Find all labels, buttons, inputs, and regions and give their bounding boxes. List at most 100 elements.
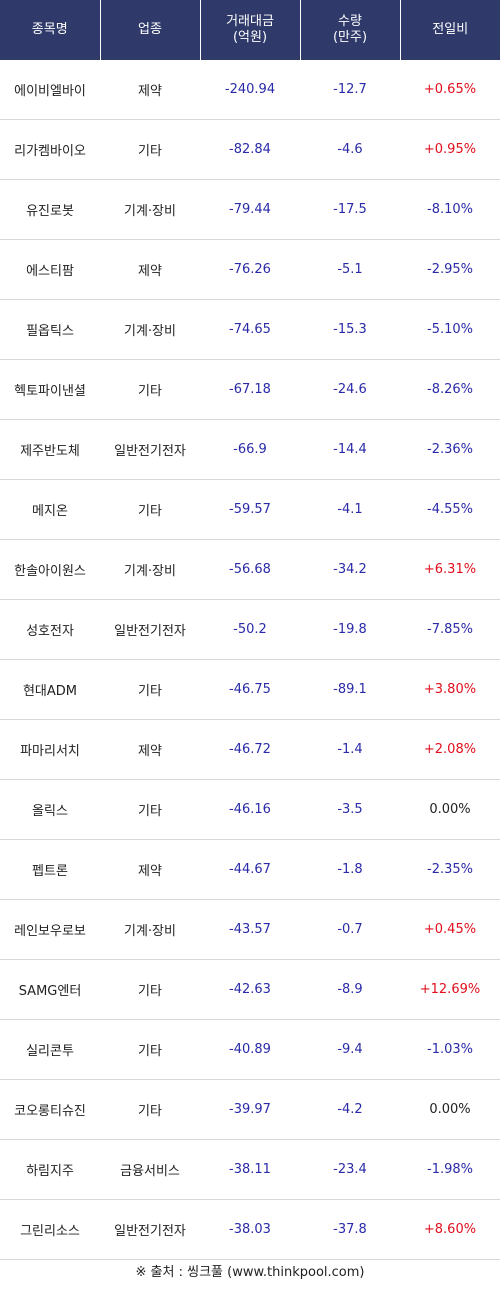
cell-amount: -56.68	[200, 539, 300, 600]
table-row: SAMG엔터 기타 -42.63 -8.9 +12.69%	[0, 959, 500, 1020]
cell-sector: 기타	[100, 959, 200, 1020]
cell-name: 하림지주	[0, 1139, 100, 1200]
cell-change: +2.08%	[400, 719, 500, 780]
cell-change: +0.65%	[400, 60, 500, 120]
cell-qty: -4.2	[300, 1079, 400, 1140]
cell-amount: -42.63	[200, 959, 300, 1020]
table-row: 하림지주 금융서비스 -38.11 -23.4 -1.98%	[0, 1139, 500, 1200]
cell-sector: 일반전기전자	[100, 599, 200, 660]
cell-qty: -19.8	[300, 599, 400, 660]
cell-sector: 일반전기전자	[100, 1199, 200, 1260]
cell-change: -5.10%	[400, 299, 500, 360]
cell-name: 올릭스	[0, 779, 100, 840]
cell-change: -4.55%	[400, 479, 500, 540]
cell-sector: 기타	[100, 779, 200, 840]
cell-amount: -44.67	[200, 839, 300, 900]
cell-change: -2.35%	[400, 839, 500, 900]
cell-amount: -240.94	[200, 60, 300, 120]
cell-amount: -38.11	[200, 1139, 300, 1200]
cell-name: 펩트론	[0, 839, 100, 900]
table-row: 그린리소스 일반전기전자 -38.03 -37.8 +8.60%	[0, 1199, 500, 1260]
cell-amount: -59.57	[200, 479, 300, 540]
cell-name: 메지온	[0, 479, 100, 540]
cell-change: +0.95%	[400, 119, 500, 180]
cell-amount: -66.9	[200, 419, 300, 480]
cell-name: 에스티팜	[0, 239, 100, 300]
header-sector: 업종	[100, 0, 201, 60]
cell-qty: -17.5	[300, 179, 400, 240]
cell-sector: 기계·장비	[100, 899, 200, 960]
cell-change: +0.45%	[400, 899, 500, 960]
cell-amount: -43.57	[200, 899, 300, 960]
cell-sector: 기계·장비	[100, 539, 200, 600]
header-qty: 수량 (만주)	[300, 0, 401, 60]
cell-qty: -89.1	[300, 659, 400, 720]
cell-qty: -8.9	[300, 959, 400, 1020]
cell-name: 파마리서치	[0, 719, 100, 780]
cell-qty: -1.8	[300, 839, 400, 900]
cell-name: SAMG엔터	[0, 959, 100, 1020]
stock-table: 종목명 업종 거래대금 (억원) 수량 (만주) 전일비 에이비엘바이 제약 -24…	[0, 0, 500, 1260]
cell-amount: -74.65	[200, 299, 300, 360]
cell-qty: -4.1	[300, 479, 400, 540]
cell-amount: -79.44	[200, 179, 300, 240]
cell-sector: 기계·장비	[100, 299, 200, 360]
cell-sector: 기타	[100, 359, 200, 420]
table-row: 올릭스 기타 -46.16 -3.5 0.00%	[0, 779, 500, 840]
cell-sector: 기타	[100, 479, 200, 540]
cell-name: 리가켐바이오	[0, 119, 100, 180]
cell-name: 성호전자	[0, 599, 100, 660]
cell-qty: -4.6	[300, 119, 400, 180]
cell-qty: -3.5	[300, 779, 400, 840]
table-row: 펩트론 제약 -44.67 -1.8 -2.35%	[0, 839, 500, 900]
cell-change: 0.00%	[400, 1079, 500, 1140]
cell-name: 코오롱티슈진	[0, 1079, 100, 1140]
table-row: 메지온 기타 -59.57 -4.1 -4.55%	[0, 479, 500, 540]
cell-qty: -15.3	[300, 299, 400, 360]
cell-name: 유진로봇	[0, 179, 100, 240]
table-body: 에이비엘바이 제약 -240.94 -12.7 +0.65% 리가켐바이오 기타 -82.84…	[0, 60, 500, 1260]
header-name: 종목명	[0, 0, 101, 60]
source-note: ※ 출처 : 씽크풀 (www.thinkpool.com)	[135, 1265, 365, 1280]
cell-qty: -37.8	[300, 1199, 400, 1260]
header-change: 전일비	[400, 0, 500, 60]
cell-name: 현대ADM	[0, 659, 100, 720]
cell-name: 그린리소스	[0, 1199, 100, 1260]
cell-name: 에이비엘바이	[0, 60, 100, 120]
cell-sector: 제약	[100, 719, 200, 780]
cell-amount: -67.18	[200, 359, 300, 420]
cell-change: +12.69%	[400, 959, 500, 1020]
cell-sector: 제약	[100, 239, 200, 300]
cell-name: 레인보우로보	[0, 899, 100, 960]
table-row: 코오롱티슈진 기타 -39.97 -4.2 0.00%	[0, 1079, 500, 1140]
cell-name: 한솔아이원스	[0, 539, 100, 600]
cell-qty: -12.7	[300, 60, 400, 120]
table-row: 한솔아이원스 기계·장비 -56.68 -34.2 +6.31%	[0, 539, 500, 600]
cell-name: 실리콘투	[0, 1019, 100, 1080]
cell-amount: -46.72	[200, 719, 300, 780]
cell-amount: -50.2	[200, 599, 300, 660]
cell-change: -7.85%	[400, 599, 500, 660]
table-row: 성호전자 일반전기전자 -50.2 -19.8 -7.85%	[0, 599, 500, 660]
cell-sector: 기타	[100, 119, 200, 180]
cell-sector: 제약	[100, 60, 200, 120]
cell-sector: 기계·장비	[100, 179, 200, 240]
table-row: 유진로봇 기계·장비 -79.44 -17.5 -8.10%	[0, 179, 500, 240]
cell-sector: 기타	[100, 1019, 200, 1080]
cell-qty: -9.4	[300, 1019, 400, 1080]
cell-amount: -82.84	[200, 119, 300, 180]
cell-qty: -5.1	[300, 239, 400, 300]
cell-change: +6.31%	[400, 539, 500, 600]
cell-name: 필옵틱스	[0, 299, 100, 360]
cell-change: -8.10%	[400, 179, 500, 240]
cell-change: +8.60%	[400, 1199, 500, 1260]
cell-name: 제주반도체	[0, 419, 100, 480]
cell-amount: -40.89	[200, 1019, 300, 1080]
cell-sector: 기타	[100, 1079, 200, 1140]
cell-name: 헥토파이낸셜	[0, 359, 100, 420]
cell-amount: -38.03	[200, 1199, 300, 1260]
header-amount: 거래대금 (억원)	[200, 0, 301, 60]
cell-amount: -76.26	[200, 239, 300, 300]
cell-change: -1.03%	[400, 1019, 500, 1080]
